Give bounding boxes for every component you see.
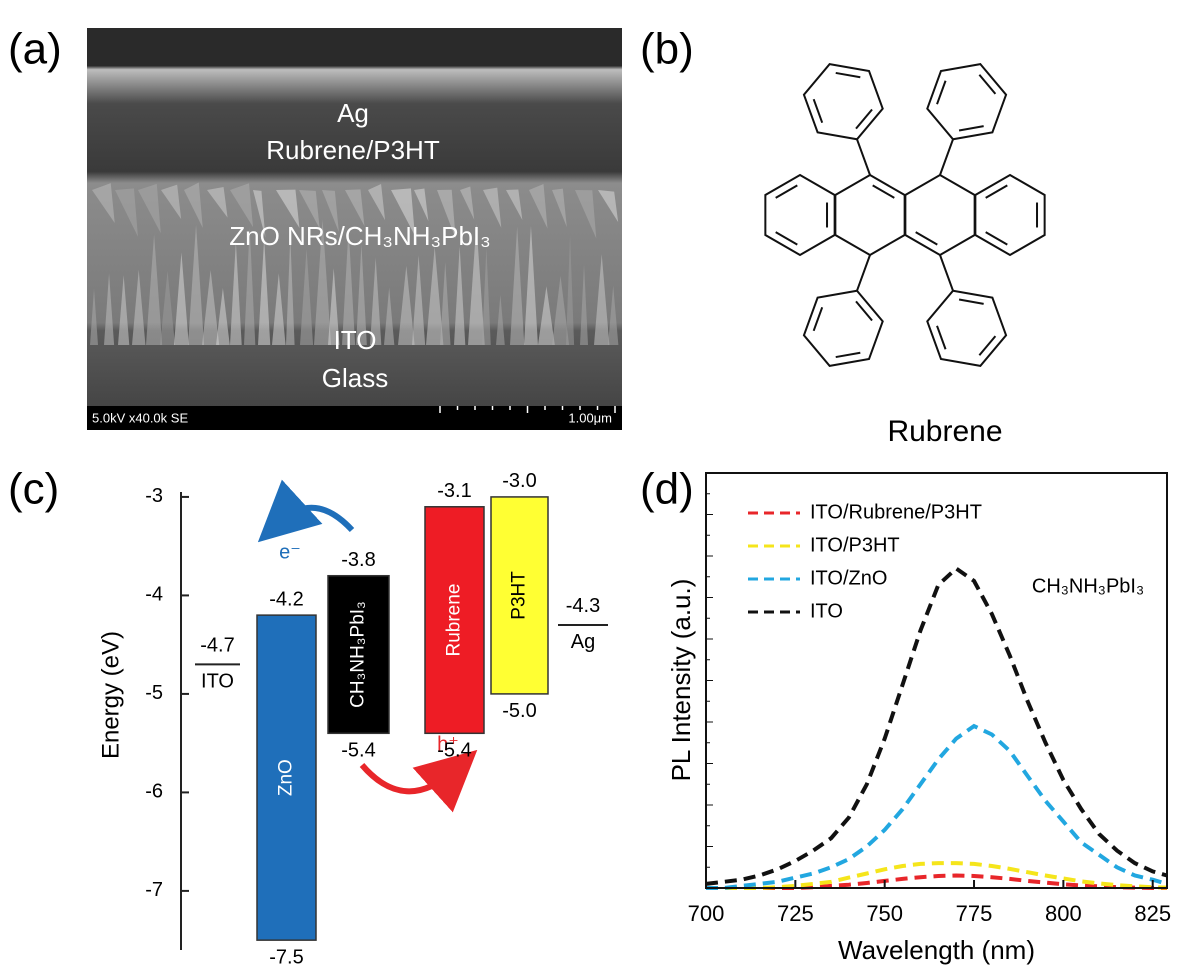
ring — [905, 175, 974, 255]
ring — [804, 64, 883, 139]
spectrum-line — [706, 569, 1167, 884]
y-tick-label: -5 — [145, 682, 163, 704]
panel-label: (c) — [8, 465, 59, 514]
level-label: -3.0 — [502, 470, 536, 492]
double-bond — [814, 307, 823, 330]
level-label: -4.7 — [200, 635, 234, 657]
x-tick-label: 825 — [1134, 901, 1171, 926]
level-label: -5.4 — [437, 740, 471, 762]
bond — [857, 139, 870, 175]
y-axis-title: PL Intensity (a.u.) — [666, 579, 696, 782]
material-name: Rubrene — [444, 584, 465, 657]
ring — [835, 175, 904, 255]
x-tick-label: 775 — [956, 901, 993, 926]
level-label: -3.1 — [437, 480, 471, 502]
panel-label: (d) — [640, 465, 694, 514]
material-name: CH₃NH₃PbI₃ — [348, 601, 369, 708]
level-label: -7.5 — [269, 946, 303, 968]
ring — [975, 175, 1044, 255]
y-tick-label: -3 — [145, 485, 163, 507]
double-bond — [836, 73, 861, 77]
level-label: -3.8 — [341, 549, 375, 571]
material-name: ITO — [201, 671, 234, 693]
material-name: P3HT — [509, 571, 530, 620]
ring — [927, 64, 1006, 139]
hole-arrow — [362, 765, 455, 791]
bond — [940, 139, 953, 175]
rubrene-structure — [765, 64, 1044, 366]
x-tick-label: 700 — [688, 901, 725, 926]
annotation: CH₃NH₃PbI₃ — [1032, 575, 1144, 597]
double-bond — [937, 81, 946, 104]
bond — [857, 255, 870, 291]
electron-arrow — [280, 508, 352, 530]
layer-label: Ag — [337, 98, 369, 128]
level-label: -5.4 — [341, 740, 375, 762]
sem-info: 5.0kV x40.0k SE — [92, 410, 188, 425]
double-bond — [937, 326, 946, 349]
molecule-name: Rubrene — [887, 415, 1002, 448]
page: (a) Ag Rubrene/P3HT ZnO NRs/CH₃NH₃PbI₃ I… — [0, 0, 1188, 972]
spectrum-line — [706, 876, 1167, 889]
x-tick-label: 750 — [866, 901, 903, 926]
plot-frame — [706, 473, 1167, 888]
ring — [927, 291, 1006, 366]
double-bond — [959, 126, 984, 130]
panel-label: (a) — [8, 25, 62, 74]
legend-label: ITO — [810, 600, 843, 622]
legend-label: ITO/P3HT — [810, 534, 900, 556]
ring — [804, 291, 883, 366]
material-name: Ag — [571, 631, 595, 653]
y-axis-title: Energy (eV) — [97, 631, 124, 759]
double-bond — [836, 353, 861, 357]
double-bond — [814, 99, 823, 122]
panel-label: (b) — [640, 25, 694, 74]
y-tick-label: -6 — [145, 781, 163, 803]
layer-label: Glass — [322, 363, 388, 393]
material-name: ZnO — [276, 759, 297, 796]
legend-label: ITO/Rubrene/P3HT — [810, 501, 982, 523]
level-label: -4.2 — [269, 588, 303, 610]
x-tick-label: 800 — [1045, 901, 1082, 926]
electron-label: e⁻ — [279, 541, 301, 563]
double-bond — [959, 300, 984, 304]
legend-label: ITO/ZnO — [810, 567, 887, 589]
y-tick-label: -7 — [145, 879, 163, 901]
bond — [940, 255, 953, 291]
y-tick-label: -4 — [145, 584, 163, 606]
figure: (a) Ag Rubrene/P3HT ZnO NRs/CH₃NH₃PbI₃ I… — [0, 0, 1188, 972]
layer-label: ITO — [334, 325, 377, 355]
x-tick-label: 725 — [777, 901, 814, 926]
x-axis-title: Wavelength (nm) — [838, 935, 1035, 965]
level-label: -4.3 — [566, 595, 600, 617]
layer-label: ZnO NRs/CH₃NH₃PbI₃ — [229, 221, 490, 251]
layer-label: Rubrene/P3HT — [266, 135, 440, 165]
level-label: -5.0 — [502, 700, 536, 722]
scale-bar-label: 1.00μm — [568, 410, 612, 425]
ring — [765, 175, 834, 255]
